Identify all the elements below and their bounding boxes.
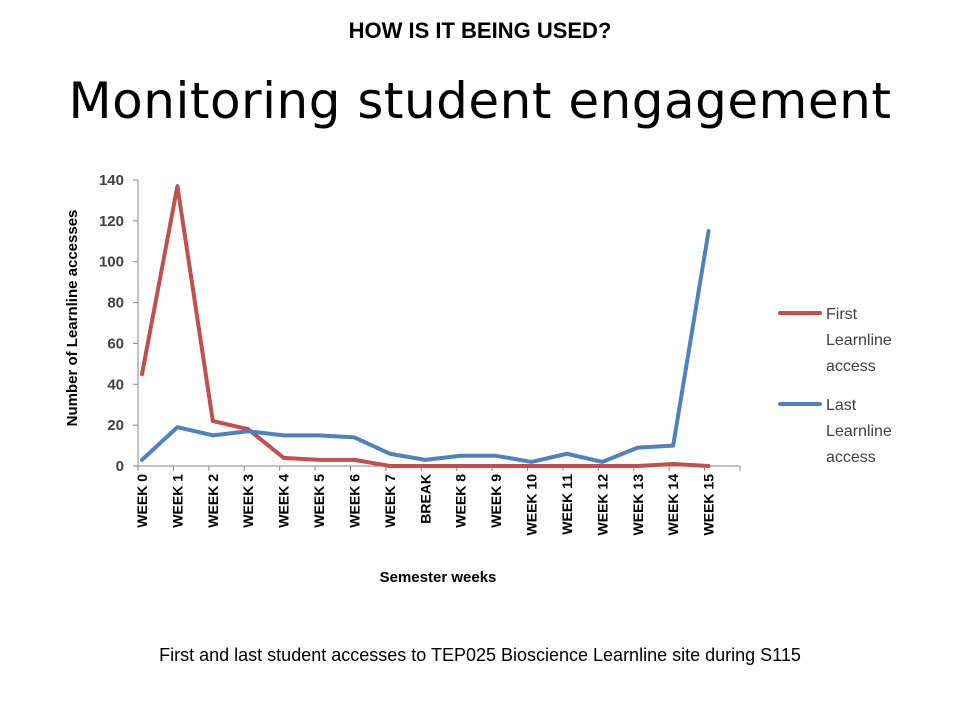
x-tick-label: WEEK 14	[665, 474, 681, 536]
legend-label: access	[826, 358, 876, 375]
y-tick-label: 60	[107, 335, 124, 352]
legend-label: Last	[826, 397, 857, 414]
x-tick-label: WEEK 4	[276, 474, 292, 528]
section-kicker: HOW IS IT BEING USED?	[348, 18, 612, 43]
chart-axes	[133, 179, 741, 471]
y-axis-title: Number of Learnline accesses	[64, 210, 81, 427]
x-tick-label: WEEK 13	[630, 474, 646, 536]
y-tick-label: 100	[99, 254, 124, 271]
y-tick-label: 140	[99, 172, 124, 189]
slide-title: Monitoring student engagement	[68, 72, 892, 130]
x-tick-label: WEEK 15	[701, 474, 717, 536]
y-tick-label: 120	[99, 213, 124, 230]
x-tick-labels: WEEK 0 WEEK 1 WEEK 2 WEEK 3 WEEK 4 WEEK 5 WEEK…	[134, 474, 717, 536]
y-tick-labels: 0 20 40 60 80 100 120 140	[99, 172, 124, 475]
x-tick-label: WEEK 7	[382, 474, 398, 528]
x-tick-label: BREAK	[417, 474, 433, 524]
y-tick-label: 20	[107, 417, 124, 434]
x-tick-label: WEEK 1	[169, 474, 185, 528]
series-lines	[140, 184, 711, 468]
legend-label: Learnline	[826, 332, 892, 349]
x-tick-label: WEEK 10	[524, 474, 540, 536]
y-tick-label: 40	[107, 376, 124, 393]
x-tick-label: WEEK 12	[594, 474, 610, 536]
x-tick-label: WEEK 8	[453, 474, 469, 528]
x-tick-label: WEEK 11	[559, 474, 575, 535]
x-tick-label: WEEK 2	[205, 474, 221, 528]
series-line-last-access	[140, 229, 711, 464]
legend-label: First	[826, 306, 858, 323]
y-tick-label: 80	[107, 295, 124, 312]
figure-caption: First and last student accesses to TEP02…	[159, 645, 801, 665]
x-tick-label: WEEK 3	[240, 474, 256, 528]
legend-label: Learnline	[826, 423, 892, 440]
x-tick-label: WEEK 6	[346, 474, 362, 528]
series-line-first-access	[140, 184, 711, 468]
y-tick-label: 0	[116, 458, 124, 475]
x-tick-label: WEEK 9	[488, 474, 504, 528]
legend-label: access	[826, 449, 876, 466]
x-axis-title: Semester weeks	[380, 569, 497, 586]
chart-legend: First Learnline access Last Learnline access	[778, 306, 892, 466]
x-tick-label: WEEK 5	[311, 474, 327, 528]
x-tick-label: WEEK 0	[134, 474, 150, 528]
